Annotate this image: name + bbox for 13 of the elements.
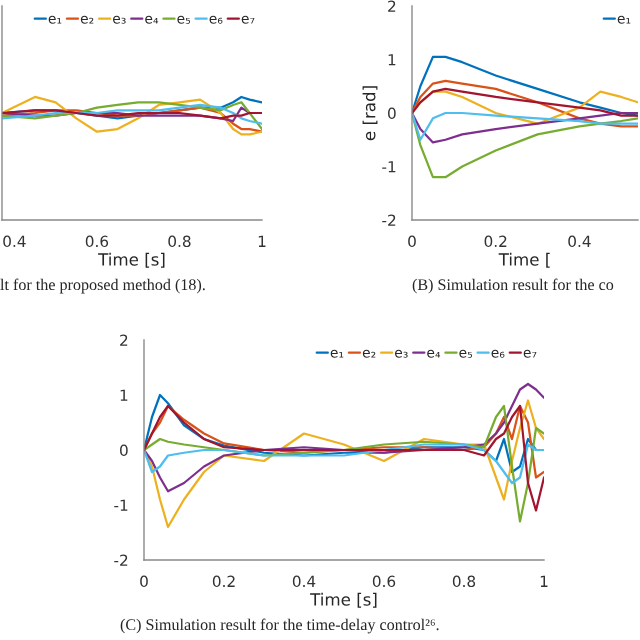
text: (B) Simulation result for the co [412, 278, 614, 294]
line-series [412, 111, 638, 179]
line-series [412, 87, 638, 117]
text: (C) Simulation result for the time-delay control²⁶. [120, 618, 439, 634]
line-series [412, 79, 638, 128]
line-series [412, 55, 638, 117]
x-axis-title: Time [ [498, 252, 550, 268]
x-axis-title: Time [s] [98, 252, 165, 268]
line-series [144, 443, 544, 485]
line-series [144, 382, 544, 493]
text: lt for the proposed method (18). [0, 278, 205, 294]
x-axis-title: Time [s] [310, 592, 377, 608]
y-axis-title: e [rad] [362, 86, 378, 141]
